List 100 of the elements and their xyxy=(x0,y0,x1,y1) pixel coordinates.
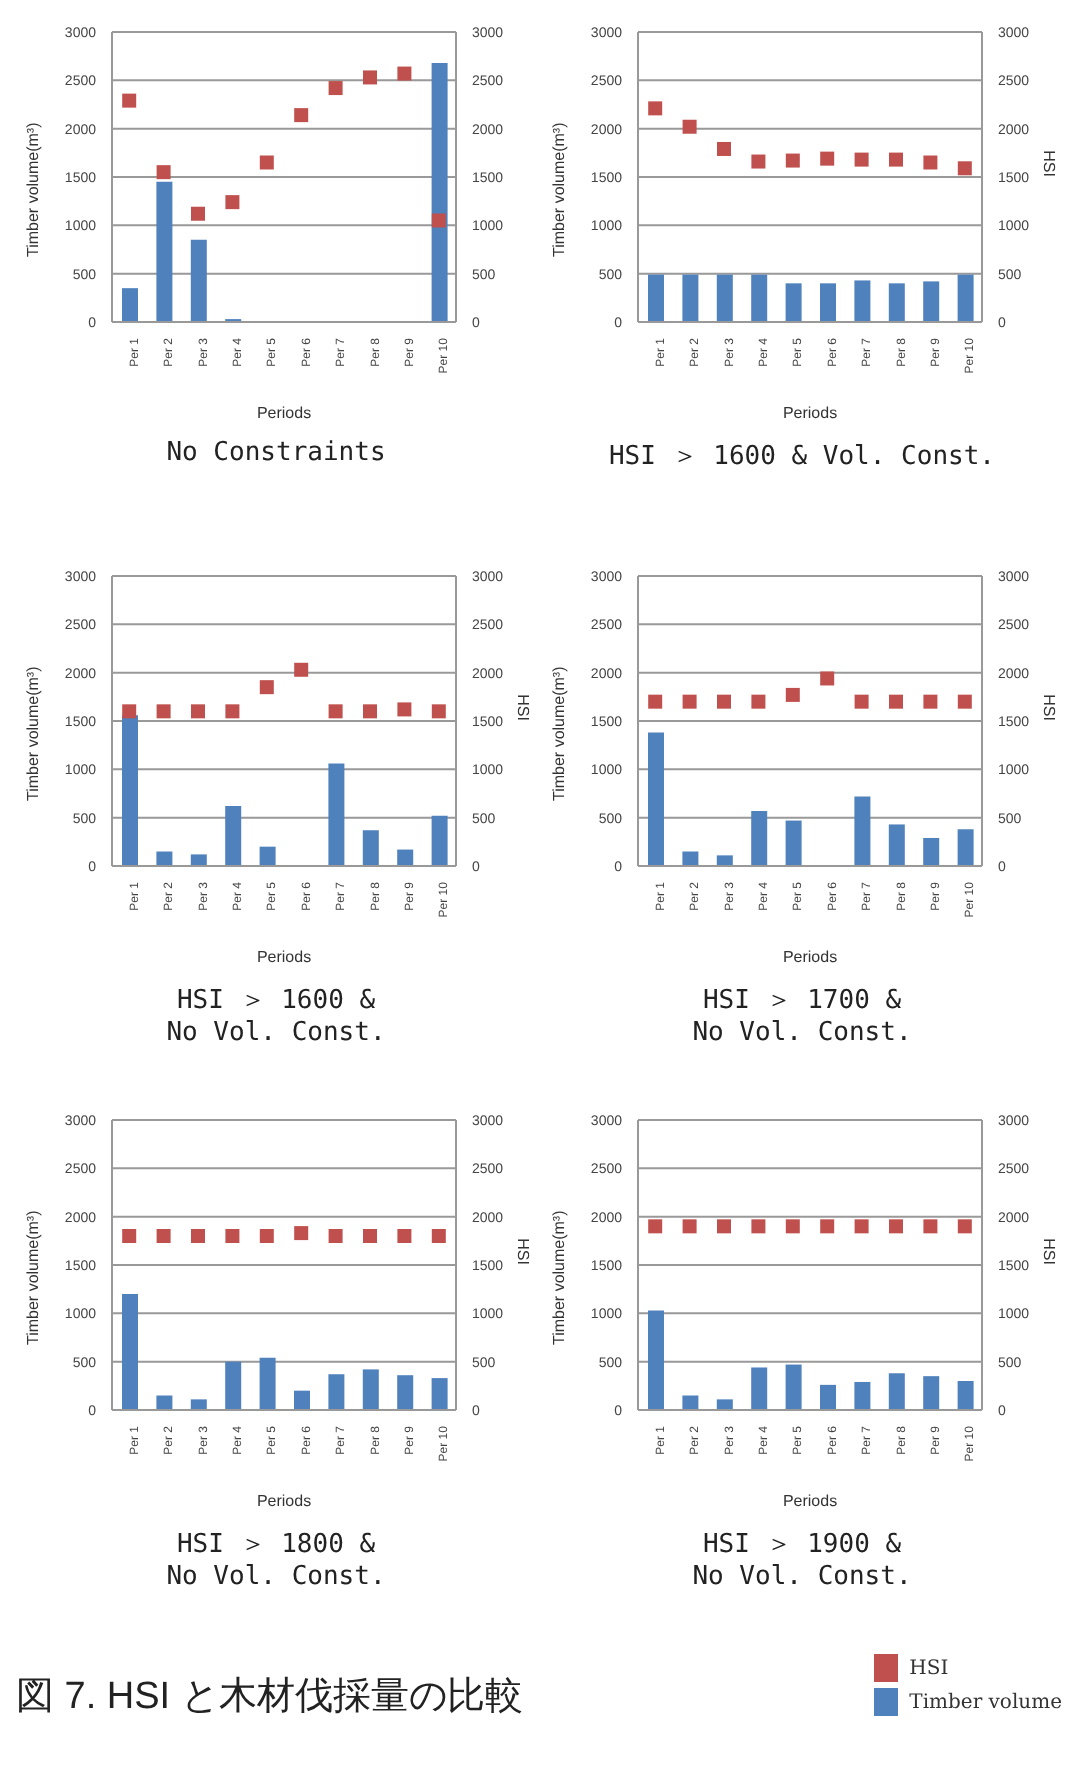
bar xyxy=(156,181,173,322)
text: HSI ＞ 1700 & No Vol. Const. xyxy=(690,984,914,1048)
point xyxy=(785,687,800,702)
point xyxy=(648,101,663,116)
y2-axis-title: HSI xyxy=(514,1238,533,1265)
text: No Constraints xyxy=(164,438,388,468)
bar xyxy=(751,810,768,866)
point xyxy=(717,694,731,709)
point xyxy=(957,694,972,709)
point xyxy=(648,694,663,709)
point xyxy=(363,704,377,719)
bar xyxy=(156,1395,173,1410)
bar xyxy=(259,1357,276,1410)
bar xyxy=(785,1364,802,1410)
bar xyxy=(225,806,242,866)
y-axis-title: Timber volume(m³) xyxy=(23,665,42,801)
y-axis-title: Timber volume(m³) xyxy=(23,1209,42,1345)
bar xyxy=(362,830,379,866)
point xyxy=(328,81,343,96)
point xyxy=(751,154,766,169)
bar xyxy=(190,239,207,322)
point xyxy=(397,702,412,717)
point xyxy=(854,694,869,709)
bar xyxy=(259,846,276,866)
bar xyxy=(957,829,974,866)
x-axis-title: Periods xyxy=(256,1492,312,1510)
bar xyxy=(122,1294,138,1410)
bar xyxy=(431,815,448,866)
point xyxy=(820,671,835,686)
point xyxy=(156,704,171,719)
point xyxy=(225,195,240,210)
bar xyxy=(682,851,699,866)
bar xyxy=(294,1390,310,1410)
point xyxy=(328,704,343,719)
bar xyxy=(362,1369,379,1410)
y-axis-title: Timber volume(m³) xyxy=(549,665,568,801)
x-axis-title: Periods xyxy=(782,1492,838,1510)
point xyxy=(431,704,446,719)
point xyxy=(923,694,938,709)
point xyxy=(191,206,205,221)
bar xyxy=(397,849,414,866)
bar xyxy=(957,1381,974,1410)
point xyxy=(854,152,869,167)
bar xyxy=(716,855,733,866)
point xyxy=(820,151,835,166)
bar xyxy=(328,763,345,866)
point xyxy=(682,119,697,134)
bar xyxy=(122,715,138,866)
text: HSI ＞ 1600 & Vol. Const. xyxy=(606,440,997,474)
point xyxy=(294,108,309,123)
bar xyxy=(122,288,138,322)
legend-label: Timber volume xyxy=(909,1691,1062,1713)
text: HSI ＞ 1800 & No Vol. Const. xyxy=(164,1528,388,1592)
bar xyxy=(648,1310,664,1410)
bar xyxy=(431,1378,448,1410)
bar xyxy=(923,837,940,866)
point xyxy=(156,165,171,180)
point xyxy=(122,704,137,719)
bar xyxy=(225,1361,242,1410)
y-axis-title: Timber volume(m³) xyxy=(549,1209,568,1345)
bar xyxy=(431,62,448,322)
bar xyxy=(854,1381,871,1410)
y2-axis-title: HSI xyxy=(1040,150,1059,177)
point xyxy=(294,662,309,677)
point xyxy=(363,70,377,85)
point xyxy=(225,704,240,719)
y2-axis-title: HSI xyxy=(1040,1238,1059,1265)
point xyxy=(191,704,205,719)
bar xyxy=(923,1376,940,1410)
point xyxy=(259,680,274,695)
point xyxy=(957,161,972,176)
point xyxy=(122,93,137,108)
point xyxy=(785,153,800,168)
x-axis-title: Periods xyxy=(782,948,838,966)
bar xyxy=(785,820,802,866)
x-axis-title: Periods xyxy=(782,404,838,422)
y2-axis-title: HSI xyxy=(1040,694,1059,721)
bar xyxy=(888,1373,905,1410)
bar xyxy=(397,1375,414,1410)
bar xyxy=(156,851,173,866)
bar xyxy=(820,1384,836,1410)
y-axis-title: Timber volume(m³) xyxy=(549,121,568,257)
point xyxy=(923,155,938,170)
text: HSI ＞ 1900 & No Vol. Const. xyxy=(690,1528,914,1592)
point xyxy=(397,66,412,81)
x-axis-title: Periods xyxy=(256,404,312,422)
bar xyxy=(328,1374,345,1410)
text: HSI ＞ 1600 & No Vol. Const. xyxy=(164,984,388,1048)
point xyxy=(889,152,903,167)
bar xyxy=(682,1395,699,1410)
point xyxy=(751,694,766,709)
legend-label: HSI xyxy=(909,1657,949,1679)
point xyxy=(717,141,731,156)
bar xyxy=(751,1367,768,1410)
y2-axis-title: HSI xyxy=(514,694,533,721)
point xyxy=(431,213,446,228)
point xyxy=(889,694,903,709)
y-axis-title: Timber volume(m³) xyxy=(23,121,42,257)
point xyxy=(259,155,274,170)
x-axis-title: Periods xyxy=(256,948,312,966)
